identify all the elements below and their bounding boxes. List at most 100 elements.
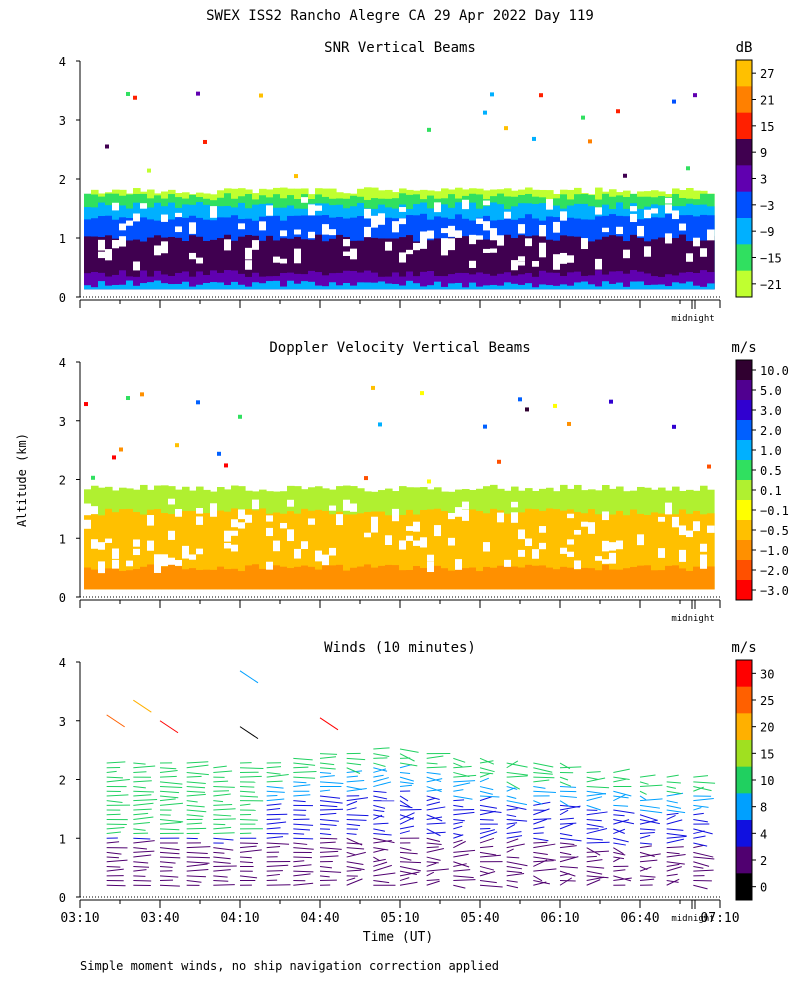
wind-barb: [506, 775, 528, 778]
time-tick-label: 06:40: [620, 911, 659, 926]
heatmap-gap: [280, 258, 288, 264]
heatmap-cell: [672, 514, 680, 590]
wind-barb: [453, 863, 467, 867]
x-axis-label: Time (UT): [363, 930, 433, 945]
heatmap-gap: [623, 249, 631, 259]
colorbar-swatch: [736, 820, 752, 848]
wind-barb: [559, 800, 570, 807]
heatmap-gap: [490, 248, 498, 253]
heatmap-cell: [441, 286, 449, 290]
heatmap-gap: [308, 204, 316, 216]
heatmap-cell: [336, 564, 344, 590]
wind-barb: [319, 875, 330, 878]
heatmap-gap: [525, 238, 533, 247]
heatmap-gap: [553, 221, 561, 233]
wind-barb: [106, 813, 121, 816]
colorbar-swatch: [736, 480, 752, 501]
heatmap-cell: [308, 281, 316, 290]
wind-barb: [399, 784, 413, 788]
figure-title: SWEX ISS2 Rancho Alegre CA 29 Apr 2022 D…: [206, 8, 594, 24]
heatmap-cell: [462, 287, 470, 290]
heatmap-gap: [469, 234, 477, 240]
heatmap-gap: [231, 519, 239, 528]
wind-barb: [426, 766, 447, 769]
colorbar-swatch: [736, 793, 752, 821]
wind-barb: [159, 781, 183, 785]
heatmap-cell: [532, 565, 540, 590]
wind-barb: [586, 786, 610, 789]
wind-barb: [666, 812, 679, 816]
heatmap-cell: [266, 513, 274, 590]
wind-barb: [453, 771, 470, 778]
wind-barb: [186, 761, 209, 764]
wind-barb: [346, 861, 364, 865]
heatmap-cell: [644, 285, 652, 290]
wind-barb: [666, 800, 678, 804]
wind-barb: [586, 811, 608, 816]
wind-barb: [426, 806, 446, 811]
heatmap-gap: [98, 561, 106, 574]
wind-barb: [213, 800, 224, 803]
wind-barb: [186, 846, 211, 849]
heatmap-cell: [707, 272, 715, 290]
heatmap-cell: [602, 515, 610, 590]
wind-barb: [399, 753, 415, 762]
heatmap-gap: [140, 203, 148, 209]
wind-barb: [506, 781, 521, 790]
wind-barb: [293, 873, 311, 877]
wind-barb: [159, 802, 184, 806]
heatmap-gap: [196, 507, 204, 514]
y-tick-label: 1: [59, 232, 66, 246]
heatmap-cell: [651, 284, 659, 290]
heatmap-speck: [581, 115, 585, 120]
colorbar-swatch: [736, 139, 752, 166]
heatmap-gap: [595, 207, 603, 215]
heatmap-cell: [168, 564, 176, 590]
heatmap-cell: [504, 566, 512, 590]
heatmap-gap: [490, 228, 498, 238]
heatmap-cell: [119, 509, 127, 590]
heatmap-gap: [154, 245, 162, 256]
heatmap-cell: [441, 568, 449, 590]
heatmap-cell: [553, 569, 561, 590]
wind-barb: [586, 859, 603, 863]
heatmap-cell: [490, 275, 498, 290]
heatmap-gap: [441, 228, 449, 234]
heatmap-cell: [448, 283, 456, 290]
heatmap-cell: [84, 285, 92, 290]
wind-barb: [133, 861, 149, 864]
heatmap-cell: [588, 568, 596, 590]
heatmap-cell: [294, 273, 302, 290]
wind-barb: [159, 851, 180, 855]
wind-barb: [106, 778, 130, 783]
wind-barb: [613, 869, 626, 872]
heatmap-cell: [392, 238, 400, 290]
wind-barb: [586, 818, 602, 822]
heatmap-cell: [119, 570, 127, 590]
heatmap-cell: [616, 282, 624, 290]
heatmap-gap: [161, 554, 169, 567]
y-tick-label: 4: [59, 356, 66, 370]
heatmap-cell: [322, 241, 330, 290]
wind-barb: [346, 762, 362, 766]
heatmap-cell: [238, 512, 246, 590]
heatmap-gap: [175, 212, 183, 218]
heatmap-cell: [154, 509, 162, 590]
wind-barb: [106, 865, 121, 868]
heatmap-cell: [301, 281, 309, 290]
heatmap-gap: [406, 526, 414, 531]
heatmap-gap: [483, 542, 491, 552]
wind-barb: [319, 865, 332, 869]
colorbar-swatch: [736, 660, 752, 688]
wind-barb: [586, 879, 601, 886]
wind-barb: [453, 780, 476, 783]
heatmap-speck: [371, 385, 375, 390]
heatmap-cell: [504, 513, 512, 590]
heatmap-speck: [672, 99, 676, 104]
wind-barb: [186, 880, 202, 883]
wind-barb: [693, 884, 708, 890]
wind-barb: [639, 878, 655, 882]
heatmap-cell: [546, 272, 554, 290]
heatmap-cell: [518, 274, 526, 290]
heatmap-cell: [497, 238, 505, 290]
